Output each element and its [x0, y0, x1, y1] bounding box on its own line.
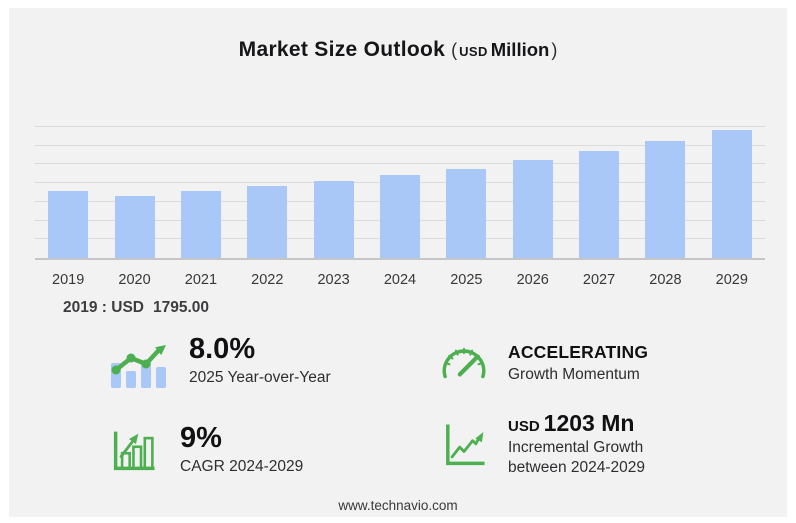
stat-incremental: USD 1203 Mn Incremental Growth between 20… [437, 410, 683, 477]
cagr-label: CAGR 2024-2029 [180, 457, 304, 475]
x-tick-label: 2027 [582, 272, 616, 288]
x-tick-label: 2026 [516, 272, 549, 288]
base-year-label: 2019 : USD [63, 299, 144, 316]
chart-title-main: Market Size Outlook [238, 38, 446, 61]
incremental-amount: 1203 Mn [543, 410, 635, 436]
gridline [35, 163, 765, 165]
chart-plot [35, 108, 765, 260]
bar [645, 141, 686, 258]
website-footer: www.technavio.com [338, 498, 458, 513]
bar-slot [566, 108, 632, 258]
bar-slot [367, 108, 433, 258]
bar-slot [101, 108, 167, 258]
gridline [35, 144, 765, 146]
speedometer-icon [437, 341, 491, 387]
title-unit-name: Million [490, 39, 550, 60]
chart-x-labels: 2019 2020 2021 2022 2023 2024 2025 2026 2027 2028… [35, 272, 765, 288]
bar-growth-icon [107, 425, 161, 475]
x-tick-label: 2020 [118, 272, 151, 288]
x-tick-label: 2029 [715, 272, 748, 288]
bar [579, 150, 620, 258]
market-outlook-card: Market Size Outlook(USD Million) 2019 2020… [9, 8, 787, 517]
bar [247, 186, 288, 258]
x-tick-label: 2022 [251, 272, 284, 288]
bar-slot [632, 108, 698, 258]
incremental-value: USD 1203 Mn [508, 410, 683, 436]
bar-slot [168, 108, 234, 258]
chart-title: Market Size Outlook(USD Million) [9, 38, 787, 62]
bar [446, 168, 487, 258]
base-year-value: 1795.00 [152, 299, 210, 316]
x-tick-label: 2024 [383, 272, 417, 288]
x-tick-label: 2023 [317, 272, 350, 288]
bar-slot [35, 108, 101, 258]
bar [379, 175, 420, 258]
gridline [35, 125, 765, 127]
bar [711, 130, 752, 258]
base-year-callout: 2019 : USD 1795.00 [63, 299, 209, 317]
incremental-label: Incremental Growth between 2024-2029 [508, 439, 646, 476]
x-tick-label: 2028 [649, 272, 682, 288]
bar [512, 159, 553, 258]
bar [180, 190, 221, 258]
bar [313, 180, 354, 258]
stat-cagr: 9% CAGR 2024-2029 [107, 422, 304, 476]
x-tick-label: 2019 [52, 272, 85, 288]
bar-slot [234, 108, 300, 258]
bar-slot [433, 108, 499, 258]
bars-row [35, 108, 765, 258]
x-tick-label: 2021 [184, 272, 218, 288]
yoy-value: 8.0% [189, 333, 256, 366]
title-paren-close: ) [551, 40, 558, 60]
yoy-label: 2025 Year-over-Year [189, 368, 331, 386]
bar-slot [699, 108, 765, 258]
stat-yoy: 8.0% 2025 Year-over-Year [107, 332, 331, 390]
bar-slot [500, 108, 566, 258]
incremental-currency: USD [508, 418, 540, 435]
momentum-label: Growth Momentum [508, 365, 640, 383]
bar-chart: 2019 2020 2021 2022 2023 2024 2025 2026 2027 2028… [35, 108, 765, 288]
x-tick-label: 2025 [450, 272, 483, 288]
momentum-value: ACCELERATING [508, 341, 649, 362]
cagr-value: 9% [180, 422, 222, 454]
stat-momentum: ACCELERATING Growth Momentum [437, 341, 648, 387]
axes-growth-icon [437, 420, 491, 470]
bar-slot [300, 108, 366, 258]
bar [114, 195, 155, 258]
title-unit-currency: USD [459, 44, 488, 59]
bar [48, 190, 89, 258]
trend-bars-icon [107, 332, 175, 390]
title-paren-open: ( [451, 40, 458, 60]
